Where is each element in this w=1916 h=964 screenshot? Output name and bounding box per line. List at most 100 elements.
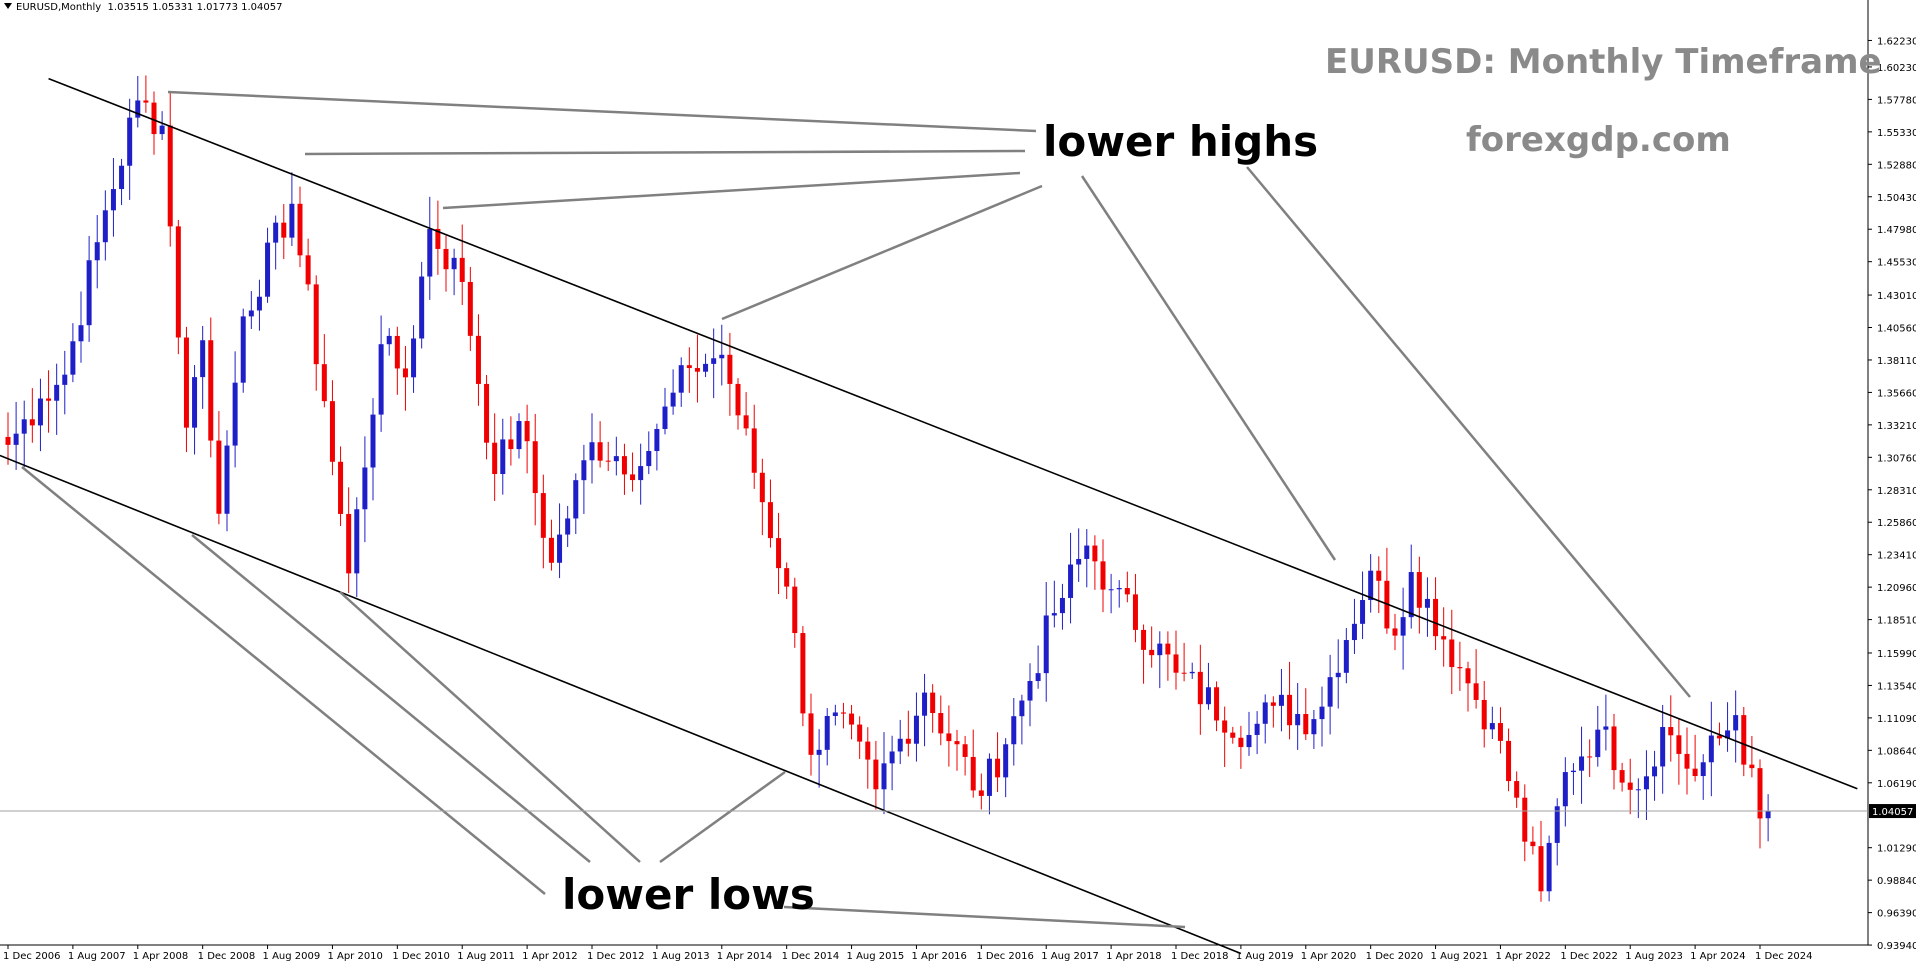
candle-body xyxy=(329,401,335,462)
candle-body xyxy=(727,354,733,384)
candle-body xyxy=(102,210,108,243)
y-tick-label: 1.38110 xyxy=(1877,356,1916,367)
candle-body xyxy=(451,257,457,270)
candle-body xyxy=(1035,673,1041,682)
candle-body xyxy=(216,440,222,514)
pointer-line xyxy=(304,149,1026,156)
candle-body xyxy=(954,741,960,745)
candle-body xyxy=(394,335,400,369)
candle-body xyxy=(581,460,587,481)
candle-body xyxy=(484,383,490,443)
candle-body xyxy=(459,257,465,282)
trendlines-group xyxy=(0,77,1858,955)
candle-body xyxy=(995,758,1001,778)
candle-body xyxy=(1084,545,1090,559)
pointer-line xyxy=(339,591,641,863)
candle-body xyxy=(1360,600,1366,624)
candle-body xyxy=(419,276,425,339)
candle-body xyxy=(1303,714,1309,735)
chart-title: EURUSD: Monthly Timeframe xyxy=(1325,42,1882,82)
candle-body xyxy=(1627,782,1633,790)
candle-body xyxy=(930,692,936,714)
y-tick-label: 1.33210 xyxy=(1877,421,1916,432)
candle-body xyxy=(1311,719,1317,735)
candle-body xyxy=(1132,594,1138,630)
candle-body xyxy=(1514,781,1520,798)
x-tick-label: 1 Dec 2010 xyxy=(392,951,450,962)
y-tick-label: 1.11090 xyxy=(1877,714,1916,725)
annotation-lines xyxy=(21,90,1691,929)
candle-body xyxy=(857,724,863,742)
candle-body xyxy=(865,741,871,760)
pointer-line xyxy=(783,905,1186,929)
y-tick-label: 1.47980 xyxy=(1877,225,1916,236)
candle-body xyxy=(362,467,368,510)
candle-body xyxy=(1481,699,1487,730)
candle-body xyxy=(597,442,603,461)
y-tick-label: 1.06190 xyxy=(1877,779,1916,790)
candle-body xyxy=(922,692,928,716)
candle-body xyxy=(143,100,149,103)
lower-lows-label: lower lows xyxy=(562,870,815,919)
candle-body xyxy=(1733,715,1739,731)
candle-body xyxy=(1530,841,1536,847)
candle-body xyxy=(767,502,773,539)
candle-body xyxy=(792,586,798,634)
candle-body xyxy=(175,226,181,338)
candle-body xyxy=(256,296,262,311)
site-label: forexgdp.com xyxy=(1466,120,1731,160)
candle-body xyxy=(532,441,538,494)
candle-body xyxy=(1141,629,1147,650)
candle-body xyxy=(881,763,887,790)
candle-body xyxy=(29,419,35,426)
y-tick-label: 0.98840 xyxy=(1877,876,1916,887)
candle-body xyxy=(167,125,173,227)
candle-body xyxy=(354,509,360,574)
candle-body xyxy=(13,433,19,445)
candle-body xyxy=(751,428,757,473)
candle-body xyxy=(1270,702,1276,706)
candle-body xyxy=(94,242,100,261)
x-tick-label: 1 Apr 2022 xyxy=(1495,951,1550,962)
candle-body xyxy=(1741,715,1747,765)
candle-body xyxy=(678,365,684,393)
candle-body xyxy=(1222,720,1228,733)
candle-body xyxy=(694,368,700,372)
candle-body xyxy=(402,368,408,378)
candle-body xyxy=(1205,687,1211,705)
candle-body xyxy=(905,738,911,744)
candle-body xyxy=(183,337,189,428)
candle-body xyxy=(1408,572,1414,618)
candle-body xyxy=(1579,756,1585,771)
y-tick-label: 1.52880 xyxy=(1877,160,1916,171)
candle-body xyxy=(240,316,246,383)
candle-body xyxy=(1611,726,1617,771)
pointer-line xyxy=(167,90,1037,133)
x-tick-label: 1 Aug 2015 xyxy=(847,951,905,962)
candle-body xyxy=(1635,789,1641,791)
candle-body xyxy=(1595,729,1601,758)
candle-body xyxy=(1692,768,1698,777)
candle-body xyxy=(1473,683,1479,700)
dropdown-triangle-icon[interactable] xyxy=(4,3,12,9)
candle-body xyxy=(719,354,725,359)
candle-body xyxy=(1465,668,1471,684)
x-tick-label: 1 Apr 2016 xyxy=(911,951,966,962)
candle-body xyxy=(1116,588,1122,590)
candle-body xyxy=(86,260,92,326)
y-tick-label: 1.57780 xyxy=(1877,95,1916,106)
candle-body xyxy=(1076,558,1082,565)
candle-body xyxy=(938,713,944,734)
candle-body xyxy=(297,203,303,256)
candle-body xyxy=(1643,776,1649,790)
candle-body xyxy=(800,633,806,714)
symbol-label: EURUSD,Monthly xyxy=(16,2,102,13)
candle-body xyxy=(1757,768,1763,819)
candle-body xyxy=(1165,643,1171,655)
candle-body xyxy=(1043,615,1049,674)
x-tick-label: 1 Dec 2020 xyxy=(1366,951,1424,962)
candle-body xyxy=(913,715,919,744)
candle-body xyxy=(1157,643,1163,656)
candle-body xyxy=(1230,732,1236,738)
